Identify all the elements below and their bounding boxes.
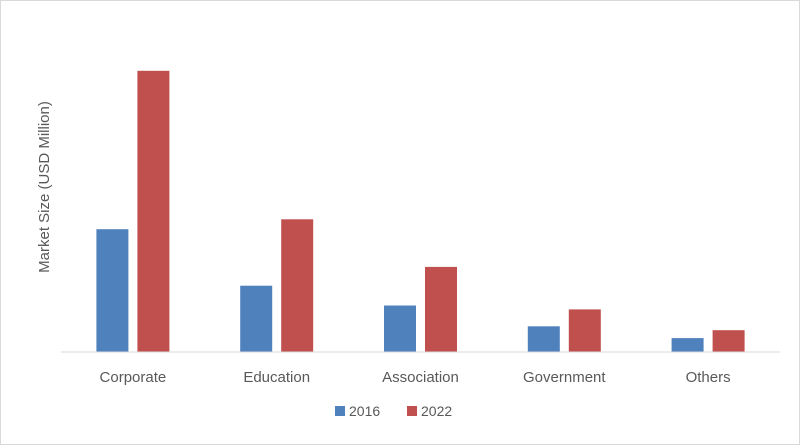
category-label-education: Education (243, 369, 310, 386)
bar-government-2022 (568, 309, 601, 352)
bar-corporate-2016 (96, 229, 129, 352)
bar-others-2022 (712, 330, 745, 352)
legend-label-2016: 2016 (349, 403, 380, 419)
category-label-others: Others (686, 369, 731, 386)
bar-others-2016 (671, 338, 704, 352)
category-label-corporate: Corporate (100, 369, 167, 386)
y-axis-title: Market Size (USD Million) (36, 101, 53, 273)
category-label-association: Association (382, 369, 459, 386)
legend: 2016 2022 (335, 403, 452, 419)
legend-swatch-2016 (335, 406, 345, 416)
bar-association-2016 (384, 305, 416, 352)
bar-education-2016 (240, 285, 273, 352)
category-label-government: Government (523, 369, 606, 386)
bar-government-2016 (527, 326, 560, 352)
bar-corporate-2022 (137, 70, 170, 353)
bars-group (96, 70, 745, 353)
category-labels: Corporate Education Association Government O… (100, 369, 731, 386)
bar-association-2022 (425, 266, 457, 352)
legend-label-2022: 2022 (421, 403, 452, 419)
legend-swatch-2022 (407, 406, 417, 416)
bar-education-2022 (281, 219, 314, 352)
